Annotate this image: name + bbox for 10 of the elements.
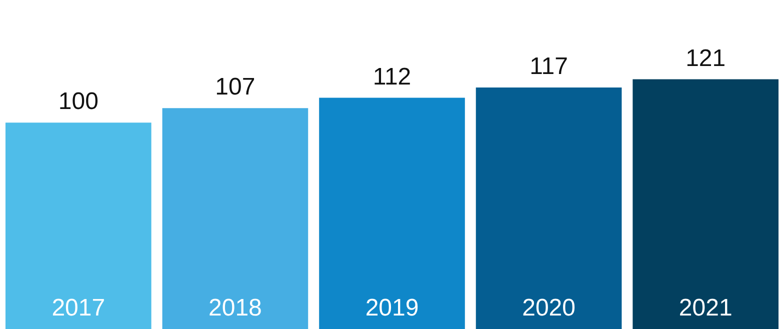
- x-tick-label: 2018: [208, 294, 262, 322]
- data-label: 117: [530, 53, 568, 80]
- x-tick-label: 2020: [522, 294, 576, 322]
- data-label: 112: [372, 63, 412, 90]
- x-tick-label: 2017: [52, 294, 106, 322]
- x-tick-label: 2021: [678, 294, 732, 322]
- data-label: 100: [58, 88, 98, 116]
- data-label: 121: [686, 44, 726, 72]
- data-label: 107: [215, 74, 256, 101]
- x-tick-label: 2019: [365, 294, 419, 322]
